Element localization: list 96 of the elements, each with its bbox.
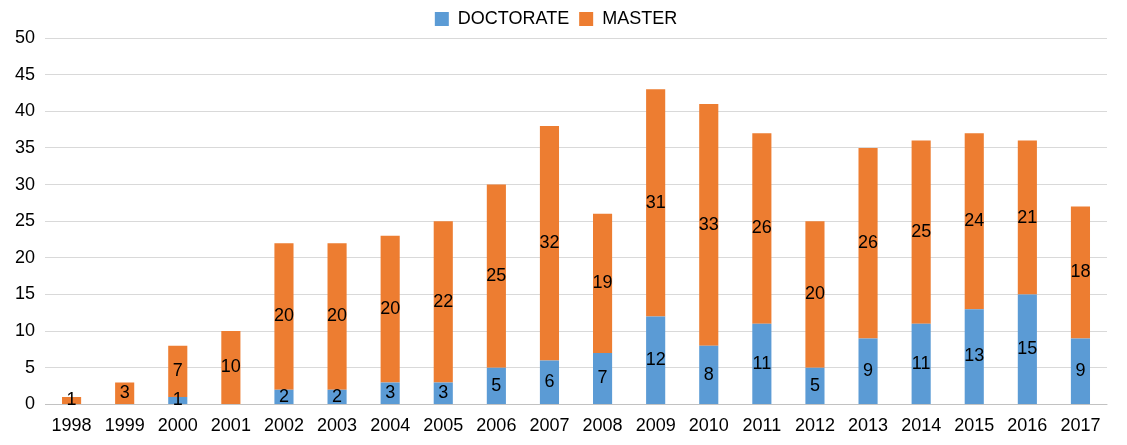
bar: [911, 323, 931, 404]
bar: [752, 323, 772, 404]
data-label: 20: [273, 305, 294, 326]
bar: [221, 331, 241, 404]
bar: [486, 184, 506, 368]
y-tick-label: 20: [14, 246, 36, 267]
y-tick-label: 35: [14, 136, 36, 157]
data-label: 2: [332, 385, 343, 406]
bar: [593, 353, 613, 404]
data-label: 32: [539, 232, 560, 253]
bar: [964, 133, 984, 310]
data-label: 9: [863, 360, 874, 381]
bar: [593, 213, 613, 354]
bar: [1070, 338, 1091, 404]
data-label: 6: [544, 371, 555, 392]
data-label: 26: [751, 217, 772, 238]
x-tick-label: 2006: [476, 415, 517, 436]
bar: [646, 316, 666, 404]
x-tick-label: 1998: [51, 415, 92, 436]
x-tick-label: 2003: [317, 415, 358, 436]
bar: [433, 221, 453, 383]
y-tick-label: 0: [25, 393, 36, 414]
bar: [1017, 294, 1037, 404]
x-tick-label: 2013: [848, 415, 889, 436]
data-label: 25: [486, 265, 507, 286]
bar: [1070, 206, 1091, 339]
data-label: 7: [597, 367, 608, 388]
x-tick-label: 2009: [635, 415, 676, 436]
x-tick-label: 2002: [263, 415, 304, 436]
data-label: 5: [809, 374, 820, 395]
y-tick-label: 30: [14, 173, 36, 194]
data-label: 3: [119, 382, 130, 403]
y-tick-label: 25: [14, 210, 36, 231]
data-label: 24: [964, 210, 985, 231]
data-label: 5: [491, 374, 502, 395]
x-tick-label: 2016: [1007, 415, 1048, 436]
y-tick-label: 45: [14, 63, 36, 84]
legend-label: DOCTORATE: [457, 7, 570, 28]
bar: [539, 125, 560, 361]
y-tick-label: 50: [14, 26, 36, 47]
y-tick-label: 10: [14, 320, 36, 341]
bar: [380, 235, 400, 383]
bar: [699, 103, 719, 346]
y-tick-label: 40: [14, 100, 36, 121]
data-label: 12: [645, 349, 666, 370]
bar: [699, 345, 719, 404]
x-tick-label: 2017: [1060, 415, 1101, 436]
data-label: 21: [1017, 206, 1038, 227]
data-label: 18: [1070, 261, 1091, 282]
data-label: 33: [698, 213, 719, 234]
data-label: 2: [278, 385, 289, 406]
x-tick-label: 2012: [794, 415, 835, 436]
data-label: 20: [327, 305, 348, 326]
data-label: 25: [911, 221, 932, 242]
data-label: 20: [804, 283, 825, 304]
bar: [805, 367, 825, 404]
data-label: 13: [964, 345, 985, 366]
data-label: 3: [438, 382, 449, 403]
x-tick-label: 2010: [688, 415, 729, 436]
legend-label: MASTER: [602, 7, 678, 28]
x-tick-label: 2005: [423, 415, 464, 436]
x-tick-label: 2007: [529, 415, 570, 436]
x-tick-label: 2001: [210, 415, 251, 436]
x-tick-label: 2011: [742, 415, 782, 436]
data-label: 26: [858, 232, 879, 253]
bar: [274, 243, 294, 390]
data-label: 8: [703, 363, 714, 384]
bar: [539, 360, 560, 404]
data-label: 22: [433, 290, 454, 311]
bar: [805, 221, 825, 368]
bar: [1017, 140, 1037, 295]
x-tick-label: 2000: [157, 415, 198, 436]
bar: [858, 338, 878, 404]
data-label: 19: [592, 272, 613, 293]
bar: [964, 309, 984, 404]
data-label: 10: [220, 356, 241, 377]
x-tick-label: 1999: [104, 415, 145, 436]
bar: [752, 133, 772, 324]
data-label: 9: [1075, 360, 1086, 381]
x-tick-label: 2004: [370, 415, 411, 436]
data-label: 11: [752, 352, 772, 373]
data-label: 3: [385, 382, 396, 403]
bar: [911, 140, 931, 324]
data-label: 11: [911, 352, 931, 373]
data-label: 15: [1017, 338, 1038, 359]
data-label: 7: [172, 360, 183, 381]
x-tick-label: 2015: [954, 415, 995, 436]
x-tick-label: 2014: [901, 415, 942, 436]
x-tick-label: 2008: [582, 415, 623, 436]
bar: [858, 147, 878, 339]
data-label: 20: [380, 298, 401, 319]
y-tick-label: 15: [14, 283, 36, 304]
data-label: 31: [645, 191, 666, 212]
bar: [327, 243, 347, 390]
bar: [646, 89, 666, 317]
y-tick-label: 5: [25, 356, 36, 377]
